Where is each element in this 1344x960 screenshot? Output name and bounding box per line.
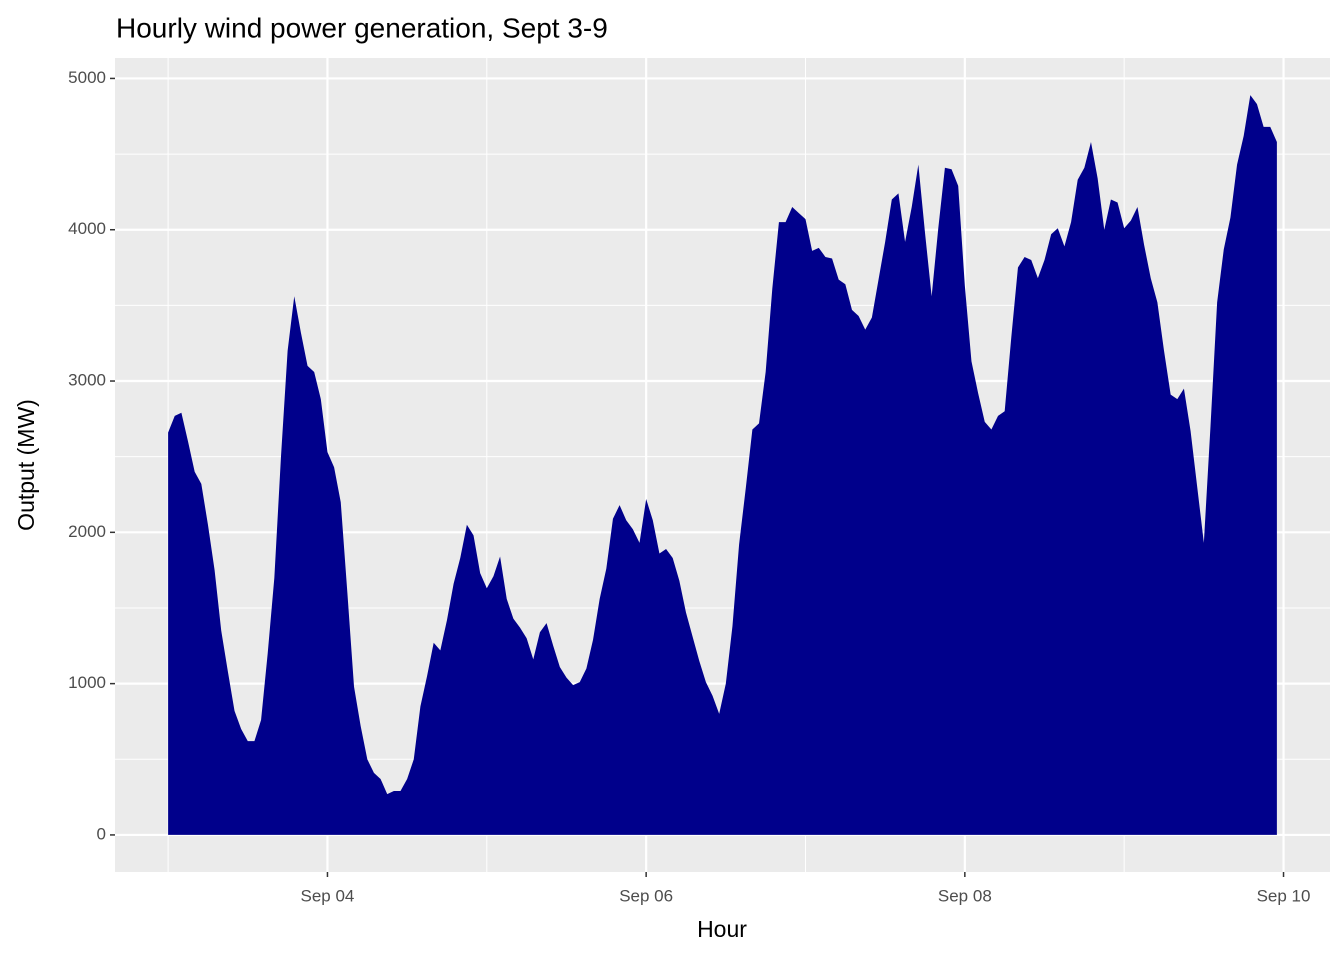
axes: 0 1000 2000 3000 4000 5000 Sep 04 Sep 06 Sep 08 S… bbox=[68, 68, 1310, 906]
y-tick-label: 1000 bbox=[68, 673, 106, 692]
y-tick-label: 0 bbox=[97, 824, 106, 843]
x-tick-label: Sep 06 bbox=[619, 886, 673, 905]
y-tick-label: 2000 bbox=[68, 522, 106, 541]
y-tick-label: 5000 bbox=[68, 68, 106, 87]
x-tick-label: Sep 04 bbox=[301, 886, 355, 905]
x-tick-label: Sep 10 bbox=[1257, 886, 1311, 905]
x-tick-label: Sep 08 bbox=[938, 886, 992, 905]
x-axis-label: Hour bbox=[697, 916, 747, 942]
chart-title: Hourly wind power generation, Sept 3-9 bbox=[116, 12, 608, 43]
y-axis-label: Output (MW) bbox=[13, 399, 39, 531]
area bbox=[168, 95, 1277, 835]
y-tick-label: 3000 bbox=[68, 371, 106, 390]
y-tick-label: 4000 bbox=[68, 219, 106, 238]
marks bbox=[168, 95, 1277, 835]
